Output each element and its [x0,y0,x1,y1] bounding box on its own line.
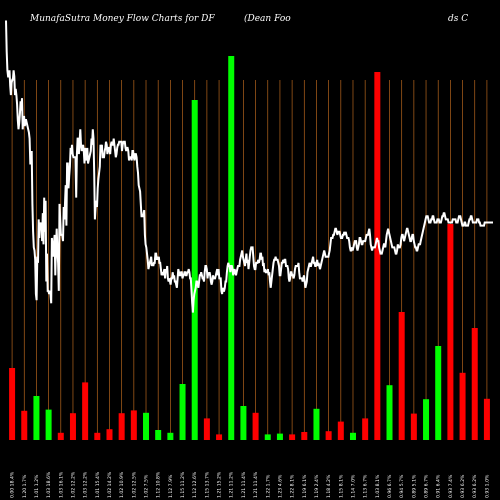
money-flow-bar [9,368,16,440]
x-tick-label: 1.22 1.7% [265,474,271,498]
x-tick-label: 1.12 10.8% [156,471,162,498]
money-flow-bar [191,100,198,440]
x-tick-label: 1.19 2.4% [314,474,320,498]
x-tick-label: 1.19 6.1% [302,474,308,498]
x-tick-label: 1.21 11.2% [229,471,235,498]
money-flow-bar [337,421,344,440]
money-flow-bar [386,385,393,440]
money-flow-bar [301,432,308,440]
money-flow-bar [410,413,417,440]
chart-subtitle-right: ds C [448,14,468,24]
money-flow-bar [57,432,64,440]
x-tick-label: 1.23 4.6% [277,474,283,498]
x-tick-label: 1.20 1.7% [22,474,28,498]
money-flow-bar [252,412,259,440]
money-flow-bar [155,430,162,440]
x-tick-label: 1.21 15.2% [217,471,223,498]
x-tick-label: 0.89 5.1% [411,474,417,498]
money-flow-bar [398,312,405,440]
money-flow-bar [203,418,210,440]
money-flow-bar [313,408,320,440]
x-tick-label: 1.12 7.9% [168,474,174,498]
money-flow-bars [9,56,490,440]
money-flow-bar [33,396,40,440]
x-tick-label: 0.96 6.7% [387,474,393,498]
money-flow-bar [106,429,113,440]
x-tick-label: 1.01 1.2% [34,474,40,498]
x-tick-label: 1.22 8.1% [290,474,296,498]
money-flow-bar [447,224,454,440]
money-flow-bar [94,432,101,440]
x-tick-label: 0.00 18.4% [10,471,16,498]
price-line [5,20,493,313]
money-flow-bar [179,384,186,440]
chart-title: MunafaSutra Money Flow Charts for DF [29,14,215,24]
x-tick-label: 1.02 10.9% [119,471,125,498]
x-tick-label: 1.12 12.6% [192,471,198,498]
money-flow-bar [264,434,271,440]
money-flow-bar [82,382,89,440]
x-tick-label: 1.02 14.2% [107,471,113,498]
money-flow-bar [459,372,466,440]
x-tick-label: 1.13 6.7% [363,474,369,498]
money-flow-bar [423,399,430,440]
x-tick-label: 1.01 15.4% [95,471,101,498]
x-tick-label: 0.94 5.7% [399,474,405,498]
money-flow-bar [362,418,369,440]
x-tick-label: 1.02 12.5% [131,471,137,498]
x-tick-label: 0.93 6.2% [460,474,466,498]
money-flow-bar [276,433,283,440]
x-tick-label: 0.89 6.7% [424,474,430,498]
money-flow-bar [471,328,478,440]
x-tick-label: 1.15 13.7% [204,471,210,498]
x-tick-label: 0.93 7.4% [448,474,454,498]
x-tick-label: 0.91 6.4% [436,474,442,498]
x-tick-label: 1.14 7.0% [350,474,356,498]
x-tick-label: 0.93 1.0% [484,474,490,498]
x-tick-label: 1.03 16.1% [58,471,64,498]
x-tick-label: 1.18 4.2% [326,474,332,498]
x-tick-label: 1.02 7.5% [144,474,150,498]
money-flow-bar [21,410,28,440]
money-flow-bar [325,431,332,440]
x-tick-label: 1.03 18.6% [46,471,52,498]
money-flow-bar [349,432,356,440]
x-tick-label: 1.21 11.4% [253,471,259,498]
chart-subtitle-left: (Dean Foo [244,13,291,24]
money-flow-bar [167,432,174,440]
money-flow-bar [118,413,125,440]
x-axis-tick-labels: 0.00 18.4% 1.20 1.7% 1.01 1.2% 1.03 18.6% 1.… [10,471,491,498]
x-tick-label: 1.03 12.2% [83,471,89,498]
money-flow-bar [45,409,52,440]
x-tick-label: 0.93 6.2% [472,474,478,498]
money-flow-bar [216,434,223,440]
x-tick-label: 1.15 11.2% [180,471,186,498]
x-tick-label: 1.03 8.1% [375,474,381,498]
money-flow-bar [289,434,296,440]
money-flow-bar [228,56,235,440]
money-flow-bar [69,413,76,440]
money-flow-bar [435,346,442,440]
x-tick-label: 1.15 8.1% [338,474,344,498]
money-flow-bar [240,406,247,440]
money-flow-bar [130,410,137,440]
x-tick-label: 1.02 12.2% [70,471,76,498]
money-flow-bar [483,398,490,440]
money-flow-bar [374,72,381,440]
x-tick-label: 1.21 11.4% [241,471,247,498]
money-flow-bar [143,412,150,440]
